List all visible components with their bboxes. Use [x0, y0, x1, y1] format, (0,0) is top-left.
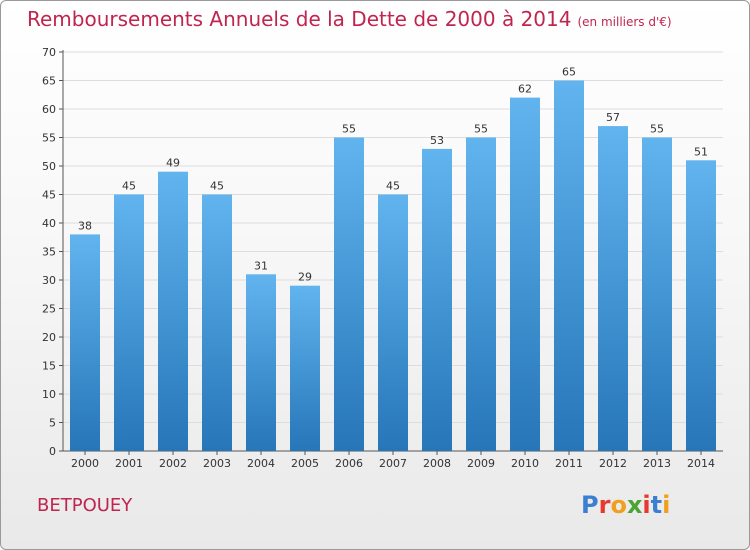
y-tick-label: 30: [42, 274, 56, 287]
data-label: 62: [518, 83, 532, 96]
chart-subtitle: (en milliers d'€): [577, 15, 672, 29]
data-label: 53: [430, 134, 444, 147]
data-label: 65: [562, 66, 576, 79]
data-label: 51: [694, 145, 708, 158]
x-tick-label: 2008: [423, 457, 451, 470]
x-tick-label: 2007: [379, 457, 407, 470]
y-tick-label: 65: [42, 75, 56, 88]
axes: 0 5 10 15 20 25 30 35 40 45 50 55 60 65 70 2000 2001 2002…: [42, 46, 723, 470]
data-label: 45: [122, 180, 136, 193]
logo-letter: i: [662, 491, 671, 519]
x-tick-label: 2013: [643, 457, 671, 470]
y-tick-label: 15: [42, 360, 56, 373]
bar: [642, 137, 672, 451]
data-label: 45: [386, 180, 400, 193]
logo-letter: r: [598, 491, 611, 519]
x-tick-label: 2002: [159, 457, 187, 470]
y-tick-label: 40: [42, 217, 56, 230]
y-tick-label: 0: [49, 445, 56, 458]
y-tick-label: 70: [42, 46, 56, 59]
data-label: 49: [166, 157, 180, 170]
bar: [290, 285, 320, 451]
bar: [158, 171, 188, 451]
x-tick-label: 2005: [291, 457, 319, 470]
bar: [598, 126, 628, 451]
bar: [510, 97, 540, 451]
proxiti-logo: Proxiti: [581, 491, 670, 519]
bar: [70, 234, 100, 451]
data-label: 57: [606, 111, 620, 124]
bar: [378, 194, 408, 451]
bar: [114, 194, 144, 451]
logo-letter: P: [581, 491, 599, 519]
x-tick-label: 2009: [467, 457, 495, 470]
x-tick-label: 2000: [71, 457, 99, 470]
bar: [202, 194, 232, 451]
logo-letter: i: [642, 491, 651, 519]
y-tick-label: 10: [42, 388, 56, 401]
x-tick-label: 2004: [247, 457, 275, 470]
data-label: 55: [342, 123, 356, 136]
bar: [422, 148, 452, 451]
x-tick-label: 2012: [599, 457, 627, 470]
y-tick-label: 55: [42, 132, 56, 145]
chart-title: Remboursements Annuels de la Dette de 20…: [27, 7, 672, 31]
logo-letter: t: [650, 491, 663, 519]
x-tick-label: 2011: [555, 457, 583, 470]
bar: [466, 137, 496, 451]
data-label: 55: [650, 123, 664, 136]
bar: [246, 274, 276, 451]
x-tick-label: 2003: [203, 457, 231, 470]
data-label: 45: [210, 180, 224, 193]
data-label: 29: [298, 271, 312, 284]
y-tick-label: 45: [42, 189, 56, 202]
y-tick-label: 60: [42, 103, 56, 116]
x-tick-label: 2006: [335, 457, 363, 470]
bar: [334, 137, 364, 451]
y-tick-label: 5: [49, 417, 56, 430]
bar: [686, 160, 716, 452]
logo-letter: o: [610, 491, 627, 519]
data-label: 31: [254, 259, 268, 272]
y-tick-label: 20: [42, 331, 56, 344]
title-text: Remboursements Annuels de la Dette de 20…: [27, 7, 572, 31]
y-tick-label: 35: [42, 246, 56, 259]
y-tick-label: 25: [42, 303, 56, 316]
logo-letter: x: [626, 491, 643, 519]
y-tick-label: 50: [42, 160, 56, 173]
bar: [554, 80, 584, 451]
x-tick-label: 2010: [511, 457, 539, 470]
commune-name: BETPOUEY: [37, 495, 133, 516]
data-label: 55: [474, 123, 488, 136]
data-labels: 38 45 49 45 31 29 55 45 53 55 62 65 57 55 51: [78, 66, 708, 284]
x-tick-label: 2014: [687, 457, 715, 470]
x-tick-label: 2001: [115, 457, 143, 470]
bars: [70, 80, 716, 452]
data-label: 38: [78, 219, 92, 232]
